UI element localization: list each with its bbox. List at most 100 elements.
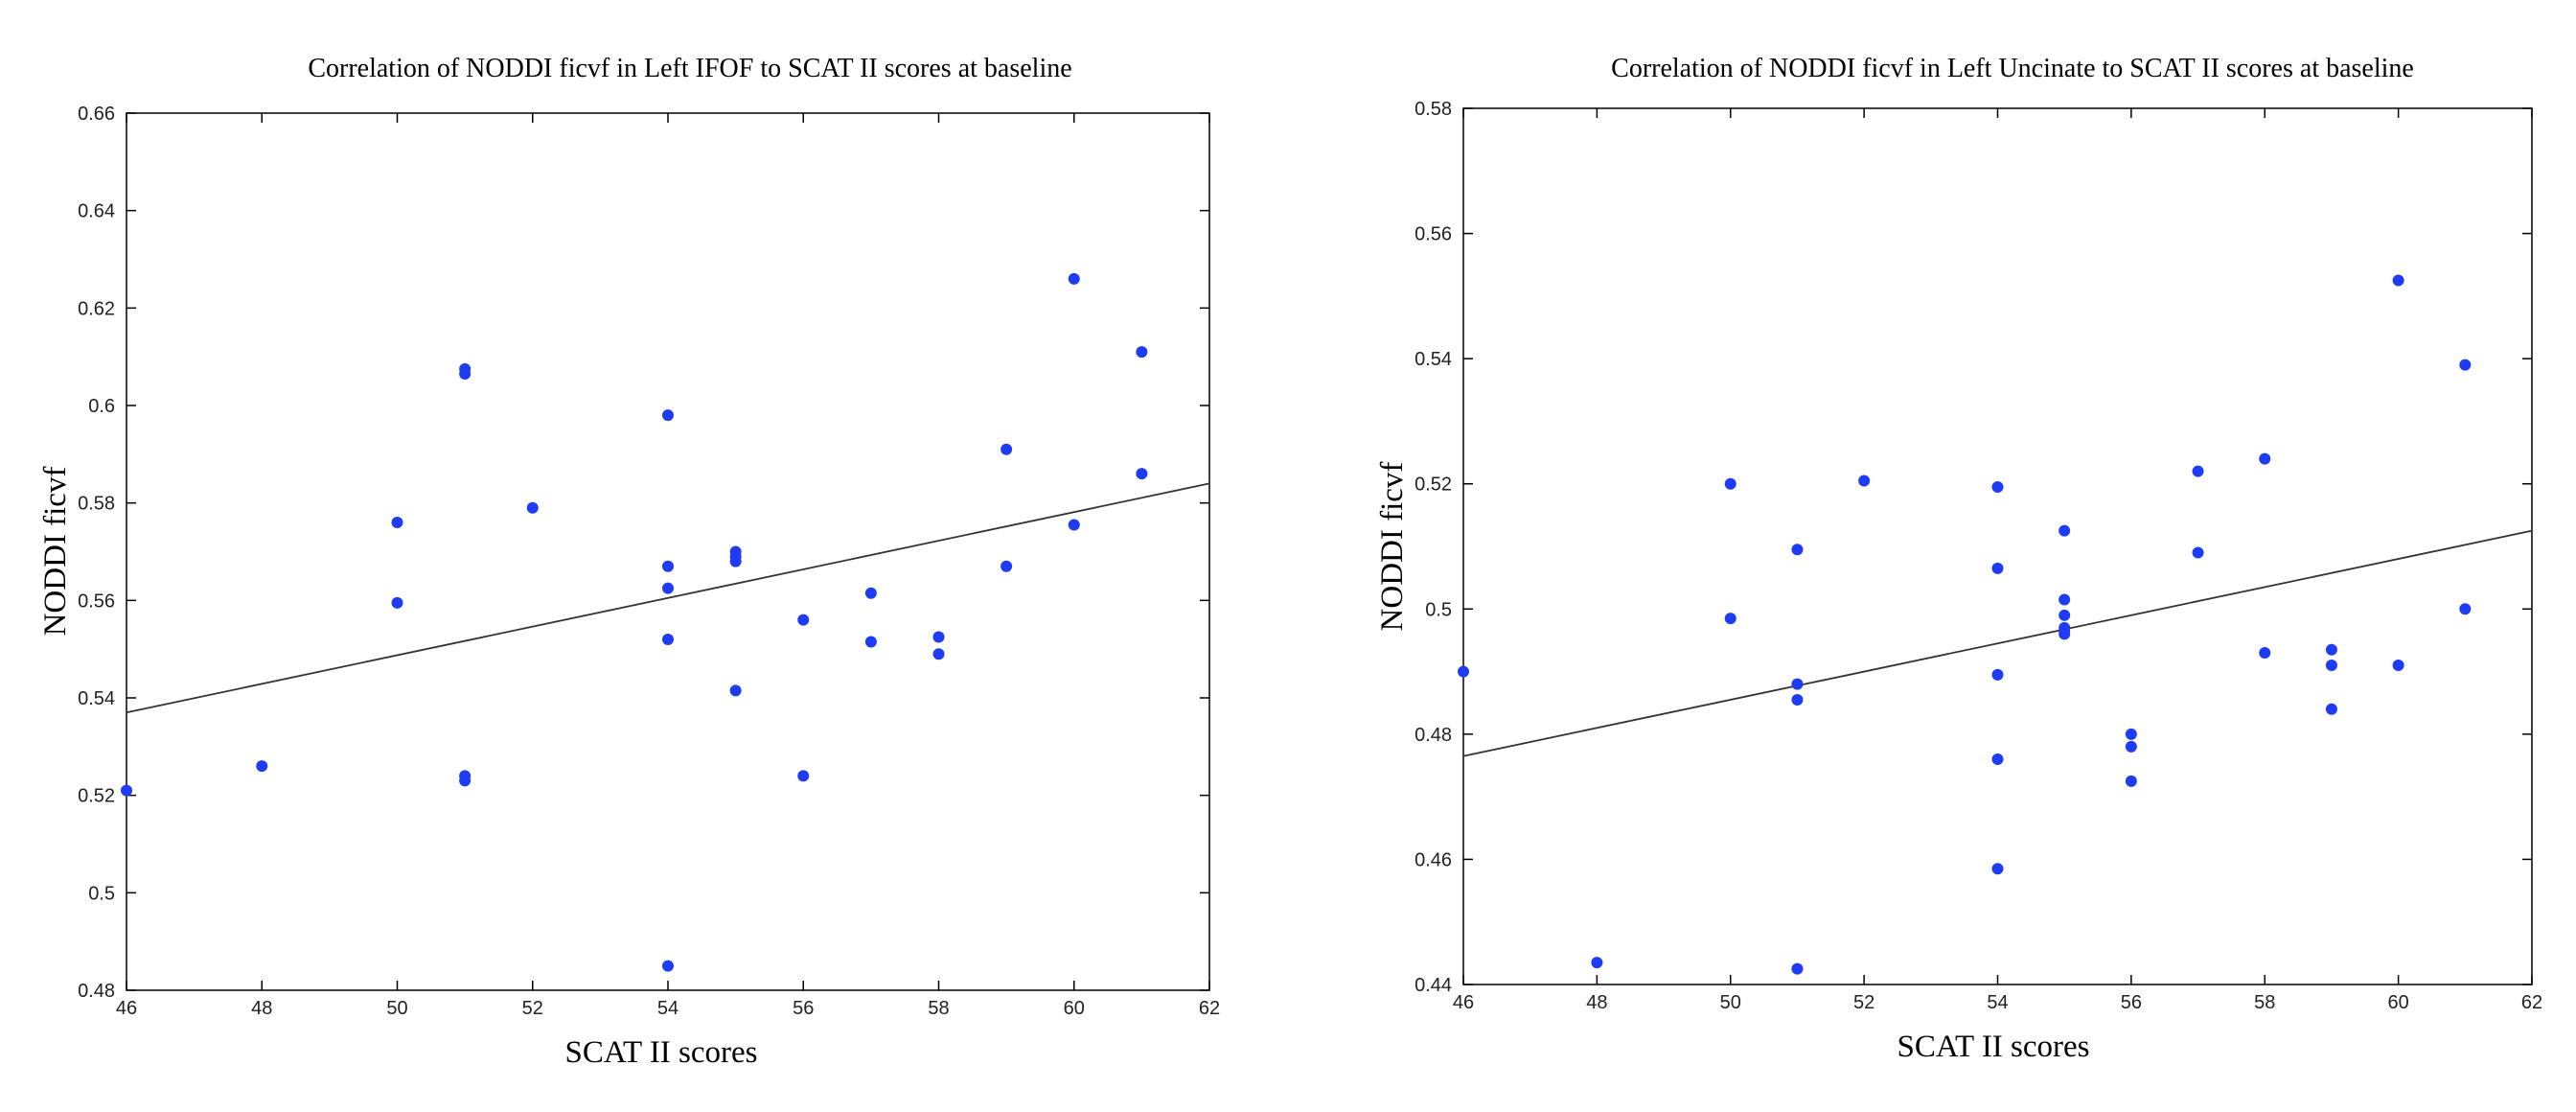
data-point (2259, 452, 2271, 465)
data-point (1791, 544, 1804, 556)
data-point (2058, 524, 2071, 537)
x-tick-label: 56 (793, 998, 814, 1019)
data-point (256, 760, 268, 773)
x-tick-label: 60 (2388, 992, 2409, 1013)
data-point (391, 596, 403, 609)
x-tick-label: 58 (2254, 992, 2275, 1013)
fit-line (1462, 529, 2533, 757)
y-tick-label: 0.52 (78, 786, 115, 807)
x-tick-label: 58 (928, 998, 949, 1019)
x-tick-label: 60 (1064, 998, 1085, 1019)
y-tick-label: 0.48 (1414, 725, 1452, 746)
x-tick-label: 48 (251, 998, 272, 1019)
x-tick-label: 48 (1586, 992, 1607, 1013)
data-point (797, 614, 810, 626)
y-tick-label: 0.46 (1414, 849, 1452, 870)
x-tick-label: 54 (1987, 992, 2008, 1013)
y-tick-label: 0.44 (1414, 975, 1452, 996)
data-point (121, 784, 132, 797)
y-tick-label: 0.56 (1414, 224, 1452, 245)
x-tick-label: 46 (1453, 992, 1474, 1013)
data-point (1591, 957, 1603, 969)
data-point (662, 560, 674, 572)
y-tick-label: 0.56 (78, 591, 115, 612)
data-point (526, 501, 539, 514)
data-point (1000, 443, 1013, 455)
data-point (729, 684, 742, 697)
data-point (864, 636, 877, 648)
data-point (2325, 660, 2337, 672)
x-tick-label: 54 (657, 998, 678, 1019)
data-point (797, 770, 810, 782)
x-axis-label: SCAT II scores (1897, 1030, 2089, 1064)
data-point (459, 367, 472, 380)
x-tick-label: 62 (2521, 992, 2542, 1013)
plot-frame (1462, 107, 2533, 985)
data-point (1991, 668, 2004, 681)
data-point (1068, 272, 1080, 285)
y-tick-label: 0.62 (78, 298, 115, 319)
data-point (2459, 359, 2472, 371)
data-point (2392, 274, 2404, 287)
fit-line (126, 482, 1210, 714)
x-tick-label: 50 (386, 998, 407, 1019)
data-point (2192, 546, 2204, 559)
y-axis-label: NODDI ficvf (38, 467, 73, 637)
data-point (2392, 660, 2404, 672)
y-tick-label: 0.58 (78, 494, 115, 515)
data-point (1458, 665, 1469, 678)
y-tick-label: 0.6 (88, 396, 115, 417)
y-tick-label: 0.54 (1414, 349, 1452, 370)
data-point (864, 587, 877, 599)
data-point (1724, 477, 1736, 490)
y-tick-label: 0.48 (78, 981, 115, 1002)
x-tick-label: 62 (1199, 998, 1220, 1019)
data-point (932, 648, 945, 660)
data-point (2259, 646, 2271, 659)
chart-left-ifof: Correlation of NODDI ficvf in Left IFOF … (38, 54, 1220, 1070)
x-tick-label: 50 (1720, 992, 1741, 1013)
data-point (1724, 613, 1736, 625)
y-tick-label: 0.66 (78, 104, 115, 125)
x-tick-label: 52 (1853, 992, 1874, 1013)
data-point (2125, 775, 2137, 787)
data-point (662, 409, 674, 422)
scatter-points (121, 272, 1148, 972)
x-axis-ticks: 46 48 50 52 54 56 58 60 62 (116, 113, 1220, 1019)
x-axis-label: SCAT II scores (564, 1035, 757, 1070)
data-point (2058, 628, 2071, 640)
chart-title: Correlation of NODDI ficvf in Left IFOF … (308, 54, 1071, 83)
data-point (1000, 560, 1013, 572)
scatter-points (1458, 274, 2472, 975)
data-point (662, 960, 674, 972)
data-point (1991, 863, 2004, 875)
data-point (662, 634, 674, 645)
data-point (459, 775, 472, 787)
y-axis-ticks: 0.44 0.46 0.48 0.5 0.52 0.54 0.56 0.58 (1414, 99, 2532, 996)
data-point (932, 631, 945, 643)
x-tick-label: 52 (522, 998, 543, 1019)
data-point (2325, 703, 2337, 715)
data-point (2459, 603, 2472, 615)
y-axis-ticks: 0.48 0.5 0.52 0.54 0.56 0.58 0.6 0.62 0.64 0.66 (78, 104, 1209, 1002)
data-point (391, 517, 403, 528)
x-tick-label: 56 (2121, 992, 2142, 1013)
x-tick-label: 46 (116, 998, 137, 1019)
y-tick-label: 0.54 (78, 688, 115, 709)
chart-right-uncinate: Correlation of NODDI ficvf in Left Uncin… (1375, 54, 2542, 1064)
data-point (2192, 465, 2204, 477)
data-point (729, 555, 742, 568)
y-tick-label: 0.58 (1414, 99, 1452, 120)
y-tick-label: 0.5 (88, 883, 115, 904)
data-point (662, 582, 674, 594)
data-point (1791, 693, 1804, 706)
data-point (1068, 519, 1080, 531)
data-point (1991, 753, 2004, 765)
data-point (1136, 468, 1148, 480)
y-axis-label: NODDI ficvf (1375, 462, 1410, 632)
data-point (1136, 346, 1148, 359)
data-point (2058, 609, 2071, 621)
plot-frame (126, 112, 1210, 991)
data-point (1991, 562, 2004, 574)
